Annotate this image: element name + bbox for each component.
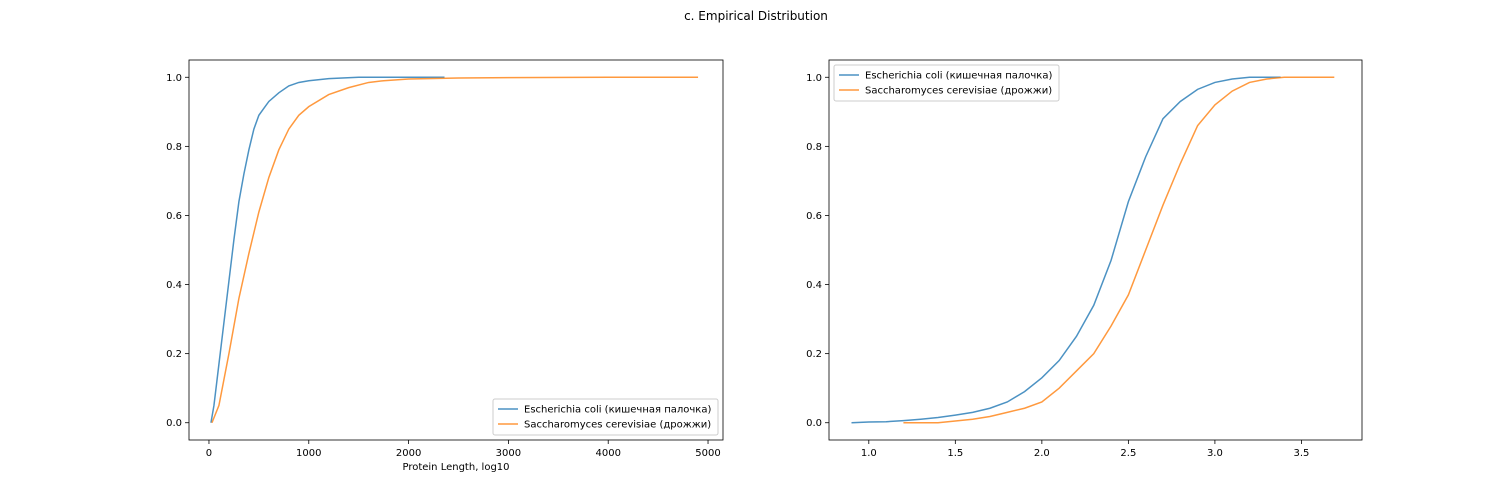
plot-frame — [828, 59, 1363, 441]
y-tick-label: 0.0 — [806, 418, 822, 429]
legend-label: Saccharomyces cerevisiae (дрожжи) — [524, 420, 711, 431]
y-tick-label: 0.6 — [806, 211, 822, 222]
x-tick-label: 5000 — [695, 448, 720, 459]
x-tick-label: 3.5 — [1293, 448, 1309, 459]
series-line-yeast — [903, 76, 1335, 424]
x-tick-label: 2.5 — [1120, 448, 1136, 459]
series-line-ecoli — [210, 76, 445, 423]
y-tick-label: 1.0 — [806, 73, 822, 84]
y-tick-label: 1.0 — [166, 73, 182, 84]
x-tick-label: 1.5 — [947, 448, 963, 459]
x-tick-label: 0 — [206, 448, 212, 459]
plot-frame — [188, 59, 724, 441]
series-line-ecoli — [851, 76, 1281, 424]
legend: Escherichia coli (кишечная палочка) Sacch… — [833, 64, 1060, 102]
y-tick-label: 0.2 — [166, 349, 182, 360]
legend: Escherichia coli (кишечная палочка) Sacch… — [492, 398, 719, 436]
y-tick-label: 0.4 — [806, 280, 822, 291]
series-line-yeast — [211, 76, 699, 424]
legend-box — [492, 398, 719, 436]
legend-box — [833, 64, 1060, 102]
y-tick-label: 0.4 — [166, 280, 182, 291]
y-tick-label: 0.0 — [166, 418, 182, 429]
x-tick-label: 2.0 — [1034, 448, 1050, 459]
legend-label: Escherichia coli (кишечная палочка) — [865, 71, 1052, 82]
x-tick-label: 1.0 — [861, 448, 877, 459]
y-tick-label: 0.8 — [166, 142, 182, 153]
y-tick-label: 0.8 — [806, 142, 822, 153]
figure-title: c. Empirical Distribution — [684, 9, 828, 23]
x-axis-label: Protein Length, log10 — [402, 462, 509, 473]
x-tick-label: 3.0 — [1207, 448, 1223, 459]
legend-label: Escherichia coli (кишечная палочка) — [524, 405, 711, 416]
legend-label: Saccharomyces cerevisiae (дрожжи) — [865, 86, 1052, 97]
x-tick-label: 4000 — [595, 448, 620, 459]
y-tick-label: 0.2 — [806, 349, 822, 360]
x-tick-label: 3000 — [496, 448, 521, 459]
y-tick-label: 0.6 — [166, 211, 182, 222]
right-chart: 1.0 1.5 2.0 2.5 3.0 3.5 0.0 0.2 0.4 0.6 0.8 1.0 Esch… — [806, 59, 1363, 459]
x-tick-label: 2000 — [396, 448, 421, 459]
left-chart: 0 1000 2000 3000 4000 5000 0.0 0.2 0.4 0.6 0.8 1.0 P… — [166, 59, 724, 473]
x-tick-label: 1000 — [296, 448, 321, 459]
